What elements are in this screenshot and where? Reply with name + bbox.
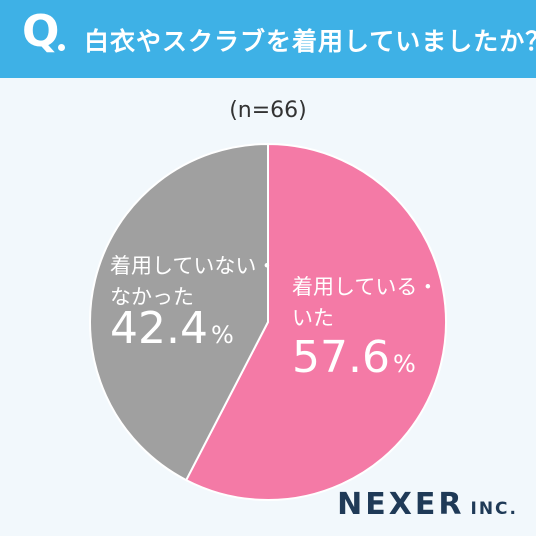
slice-label-1-line-1: なかった xyxy=(110,285,194,309)
pie-slice-0 xyxy=(184,142,447,501)
sample-size: (n=66) xyxy=(229,98,307,123)
question-header: Q 白衣やスクラブを着用していましたか？ xyxy=(0,0,536,78)
logo-main: NEXER xyxy=(337,487,465,522)
slice-unit-1: % xyxy=(211,321,234,349)
question-text: 白衣やスクラブを着用していましたか？ xyxy=(84,27,536,56)
slice-unit-0: % xyxy=(393,350,416,378)
logo-sub: INC. xyxy=(470,499,518,519)
slice-label-1-line-0: 着用していない・ xyxy=(110,254,277,278)
slice-label-0-line-0: 着用している・ xyxy=(292,275,438,299)
nexer-logo: NEXER INC. xyxy=(337,487,518,522)
q-mark: Q xyxy=(22,6,60,57)
q-mark-dot xyxy=(58,44,65,51)
pie-slice-1 xyxy=(89,142,269,482)
slice-label-0-line-1: いた xyxy=(292,306,334,330)
